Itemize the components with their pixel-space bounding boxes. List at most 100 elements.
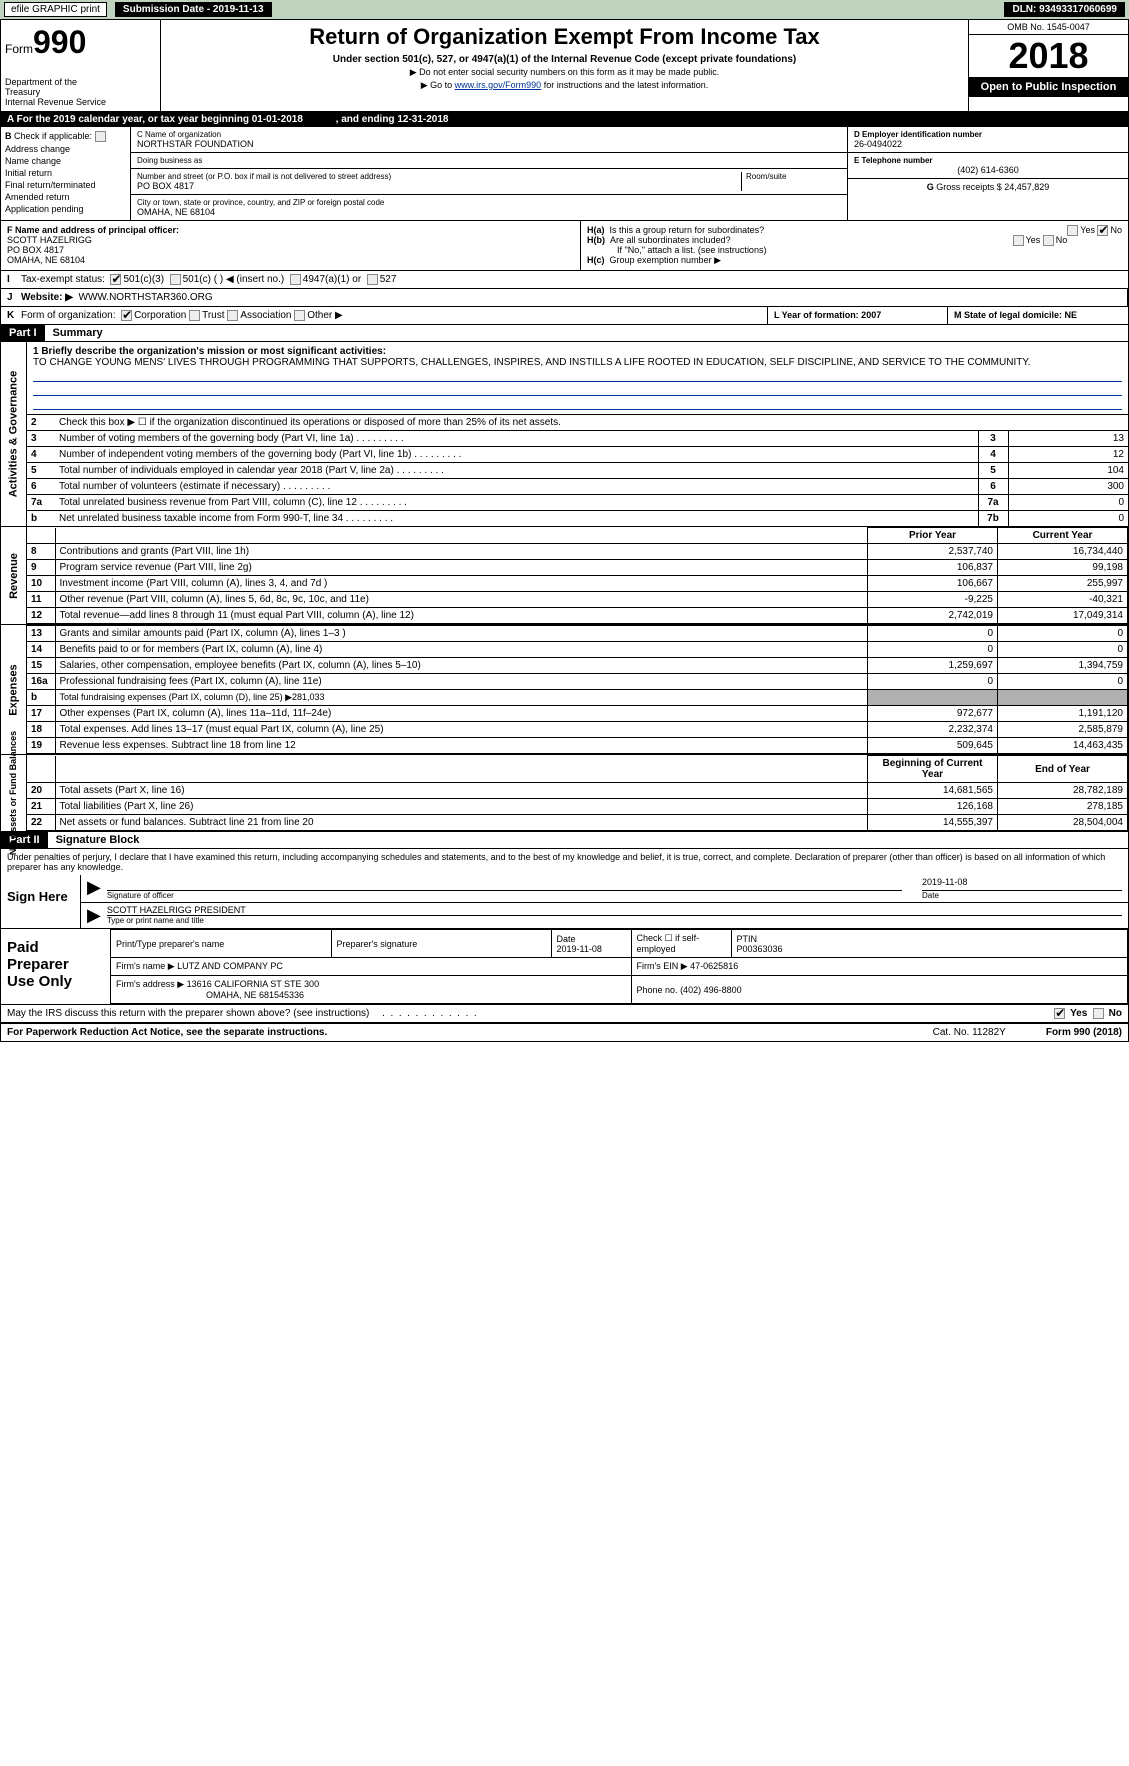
checkbox-icon[interactable]	[121, 310, 132, 321]
activities-table: 2Check this box ▶ ☐ if the organization …	[27, 414, 1128, 526]
checkbox-icon[interactable]	[367, 274, 378, 285]
line-l: L Year of formation: 2007	[768, 307, 948, 324]
opt-4947: 4947(a)(1) or	[303, 274, 361, 285]
form-number: Form990	[5, 24, 156, 61]
opt-corp: Corporation	[134, 310, 186, 321]
submission-date: Submission Date - 2019-11-13	[115, 2, 272, 17]
section-f-h: F Name and address of principal officer:…	[1, 221, 1128, 271]
table-row: 7aTotal unrelated business revenue from …	[27, 495, 1128, 511]
dln: DLN: 93493317060699	[1004, 2, 1125, 17]
opt-trust: Trust	[202, 310, 224, 321]
table-row: 18Total expenses. Add lines 13–17 (must …	[27, 722, 1128, 738]
dba-label: Doing business as	[137, 156, 841, 165]
tax-year: 2018	[969, 35, 1128, 77]
checkbox-icon[interactable]	[110, 274, 121, 285]
table-row: 10Investment income (Part VIII, column (…	[27, 576, 1128, 592]
revenue-section: Revenue Prior YearCurrent Year 8Contribu…	[1, 527, 1128, 625]
irs-link[interactable]: www.irs.gov/Form990	[455, 80, 542, 90]
prep-sig-label: Preparer's signature	[331, 930, 551, 958]
sig-officer-label: Signature of officer	[107, 891, 902, 900]
room-label: Room/suite	[746, 172, 841, 181]
table-row: 5Total number of individuals employed in…	[27, 463, 1128, 479]
revenue-table: Prior YearCurrent Year 8Contributions an…	[27, 527, 1128, 624]
phone-label: E Telephone number	[854, 156, 1122, 165]
checkbox-icon[interactable]	[1013, 235, 1024, 246]
checkbox-icon[interactable]	[95, 131, 106, 142]
perjury-declaration: Under penalties of perjury, I declare th…	[1, 849, 1128, 875]
dept-treasury: Department of theTreasuryInternal Revenu…	[5, 77, 156, 107]
checkbox-icon[interactable]	[1054, 1008, 1065, 1019]
checkbox-icon[interactable]	[1093, 1008, 1104, 1019]
g-label: G	[927, 182, 934, 192]
line-i: I Tax-exempt status: 501(c)(3) 501(c) ( …	[1, 271, 1128, 289]
checkbox-icon[interactable]	[1067, 225, 1078, 236]
checkbox-icon[interactable]	[1097, 225, 1108, 236]
table-row: 8Contributions and grants (Part VIII, li…	[27, 544, 1128, 560]
note-ssn: ▶ Do not enter social security numbers o…	[169, 67, 960, 78]
paperwork-notice: For Paperwork Reduction Act Notice, see …	[7, 1027, 327, 1038]
table-row: 14Benefits paid to or for members (Part …	[27, 642, 1128, 658]
ein-value: 26-0494022	[854, 139, 1122, 149]
checkbox-icon[interactable]	[290, 274, 301, 285]
gross-receipts: Gross receipts $ 24,457,829	[936, 182, 1049, 192]
open-to-public: Open to Public Inspection	[969, 77, 1128, 97]
discuss-yes: Yes	[1070, 1008, 1087, 1019]
cat-no: Cat. No. 11282Y	[933, 1027, 1006, 1038]
header-mid: Return of Organization Exempt From Incom…	[161, 20, 968, 111]
note2-post: for instructions and the latest informat…	[541, 80, 708, 90]
note-link: ▶ Go to www.irs.gov/Form990 for instruct…	[169, 80, 960, 91]
checkbox-icon[interactable]	[189, 310, 200, 321]
hc-label: H(c)	[587, 255, 605, 265]
table-row: 20Total assets (Part X, line 16)14,681,5…	[27, 783, 1128, 799]
arrow-icon: ▶	[87, 905, 101, 926]
section-h: H(a) Is this a group return for subordin…	[581, 221, 1128, 270]
form-subtitle: Under section 501(c), 527, or 4947(a)(1)…	[169, 54, 960, 65]
self-employed-label: Check ☐ if self-employed	[631, 930, 731, 958]
table-row: 17Other expenses (Part IX, column (A), l…	[27, 706, 1128, 722]
omb-number: OMB No. 1545-0047	[969, 20, 1128, 35]
officer-name: SCOTT HAZELRIGG	[7, 235, 92, 245]
city-label: City or town, state or province, country…	[137, 198, 841, 207]
opt-assoc: Association	[240, 310, 291, 321]
discuss-no: No	[1109, 1008, 1122, 1019]
firm-addr-label: Firm's address ▶	[116, 979, 184, 989]
revenue-side-label: Revenue	[1, 527, 27, 624]
table-row: 19Revenue less expenses. Subtract line 1…	[27, 738, 1128, 754]
form-990-number: 990	[33, 24, 86, 60]
ein-label: D Employer identification number	[854, 130, 1122, 139]
expenses-table: 13Grants and similar amounts paid (Part …	[27, 625, 1128, 754]
checkbox-icon[interactable]	[1043, 235, 1054, 246]
table-row: 16aProfessional fundraising fees (Part I…	[27, 674, 1128, 690]
form-footer: Form 990 (2018)	[1046, 1027, 1122, 1038]
header-left: Form990 Department of theTreasuryInterna…	[1, 20, 161, 111]
sign-here-label: Sign Here	[1, 875, 81, 928]
ha-text: Is this a group return for subordinates?	[610, 225, 765, 235]
checkbox-icon[interactable]	[227, 310, 238, 321]
table-row: 3Number of voting members of the governi…	[27, 431, 1128, 447]
f-label: F Name and address of principal officer:	[7, 225, 179, 235]
prep-date-label: Date	[557, 934, 576, 944]
website-value: WWW.NORTHSTAR360.ORG	[79, 292, 213, 303]
part1-title: Summary	[45, 327, 103, 339]
city-value: OMAHA, NE 68104	[137, 207, 841, 217]
j-letter: J	[7, 292, 21, 303]
street-value: PO BOX 4817	[137, 181, 741, 191]
arrow-icon: ▶	[87, 877, 101, 900]
checkbox-icon[interactable]	[170, 274, 181, 285]
org-name: NORTHSTAR FOUNDATION	[137, 139, 841, 149]
checkbox-icon[interactable]	[294, 310, 305, 321]
part2-header: Part II Signature Block	[1, 832, 1128, 849]
form-prefix: Form	[5, 42, 33, 56]
hb-text: Are all subordinates included?	[610, 235, 731, 245]
firm-name: LUTZ AND COMPANY PC	[177, 961, 283, 971]
section-b: B Check if applicable: Address change Na…	[1, 127, 131, 220]
table-row: 6Total number of volunteers (estimate if…	[27, 479, 1128, 495]
chk-amended: Amended return	[5, 192, 126, 202]
name-title-label: Type or print name and title	[107, 916, 1122, 925]
ptin-value: P00363036	[737, 944, 783, 954]
line-m: M State of legal domicile: NE	[948, 307, 1128, 324]
discuss-text: May the IRS discuss this return with the…	[7, 1008, 369, 1019]
i-label: Tax-exempt status:	[21, 274, 105, 285]
signature-block: Under penalties of perjury, I declare th…	[1, 849, 1128, 929]
chk-pending: Application pending	[5, 204, 126, 214]
